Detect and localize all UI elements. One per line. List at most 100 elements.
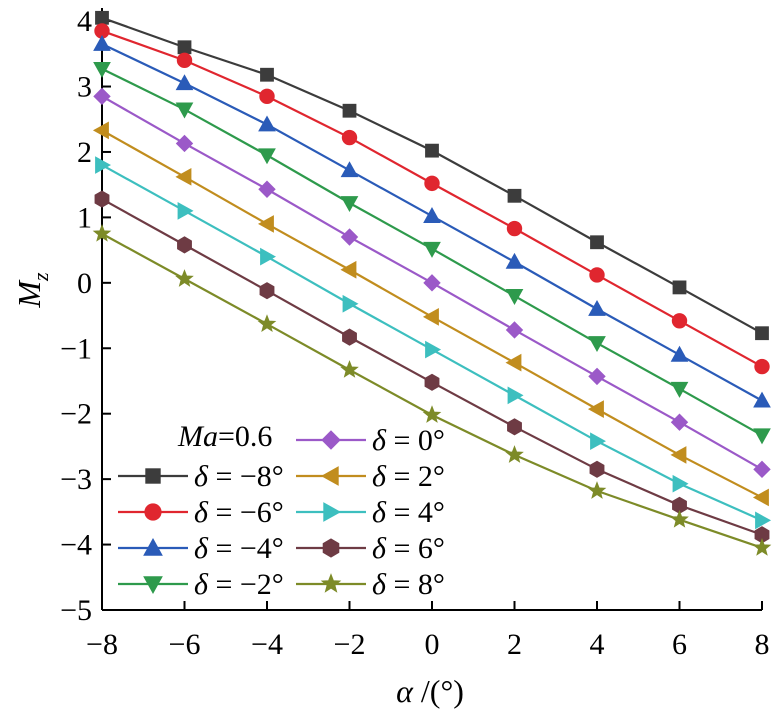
data-point <box>588 367 606 386</box>
data-point <box>589 460 605 478</box>
y-tick-label: 0 <box>77 267 92 300</box>
legend-title: Ma=0.6 <box>177 420 272 453</box>
x-tick-label: −2 <box>334 628 366 661</box>
data-point <box>672 280 687 295</box>
y-axis-subscript: z <box>28 272 53 282</box>
data-point <box>424 373 440 391</box>
y-tick-label: 1 <box>77 201 92 234</box>
data-point <box>670 509 689 528</box>
x-axis-title: α /(°) <box>396 673 464 709</box>
legend-label-variable: δ <box>372 496 387 529</box>
data-point <box>507 188 522 203</box>
data-point <box>175 74 194 91</box>
data-point <box>340 228 359 246</box>
x-tick-label: 4 <box>590 628 605 661</box>
legend-item: δ = −6° <box>118 496 284 529</box>
data-point <box>257 314 277 332</box>
legend-label-variable: δ <box>194 532 209 565</box>
legend-label-value: = 4° <box>386 496 445 529</box>
data-point <box>423 241 441 258</box>
data-point <box>341 129 358 146</box>
x-tick-label: 2 <box>507 628 522 661</box>
y-tick-label: −4 <box>60 529 92 562</box>
data-point <box>177 236 192 254</box>
y-tick-label: −3 <box>60 463 92 496</box>
data-point <box>753 428 771 445</box>
data-point <box>422 405 442 423</box>
y-tick-label: 3 <box>77 71 92 104</box>
series-7 <box>95 156 772 530</box>
data-point <box>260 247 277 266</box>
data-point <box>754 358 770 375</box>
legend-marker <box>320 466 339 486</box>
data-point <box>177 40 192 55</box>
series-2 <box>94 23 770 375</box>
legend-marker <box>323 502 342 522</box>
data-point <box>588 336 606 353</box>
data-point <box>752 488 769 507</box>
legend-label-value: = −2° <box>208 568 284 601</box>
legend-label-variable: δ <box>372 424 387 457</box>
data-point <box>587 400 604 418</box>
data-point <box>753 460 771 479</box>
data-point <box>340 260 357 279</box>
y-tick-label: 4 <box>77 5 92 38</box>
legend-label-variable: δ <box>194 496 209 529</box>
data-point <box>753 391 771 408</box>
data-point <box>92 223 112 242</box>
data-point <box>505 321 524 339</box>
legend-label: δ = −6° <box>194 496 284 529</box>
data-point <box>175 269 194 287</box>
legend-marker <box>143 537 163 556</box>
legend-label: δ = 6° <box>372 532 445 565</box>
data-point <box>342 103 357 118</box>
series-4 <box>93 61 771 445</box>
legend-label: δ = −4° <box>194 532 284 565</box>
legend-label-value: = 0° <box>386 424 445 457</box>
data-point <box>340 161 359 178</box>
data-point <box>92 121 109 140</box>
legend-label: δ = 2° <box>372 460 445 493</box>
data-point <box>258 115 276 132</box>
data-point <box>671 313 688 329</box>
data-point <box>755 511 772 530</box>
x-axis: −8 −6 −4 −2 0 2 4 6 8 <box>86 601 770 661</box>
y-tick-label: −2 <box>60 398 92 431</box>
data-point <box>260 67 274 82</box>
data-point <box>507 386 524 405</box>
legend-label-value: = −4° <box>208 532 284 565</box>
data-point <box>423 207 441 223</box>
legend: Ma=0.6δ = −8°δ = −6°δ = −4°δ = −2°δ = 0°… <box>118 420 445 601</box>
y-axis-variable: M <box>11 279 47 309</box>
data-point <box>752 538 772 556</box>
data-point <box>93 87 111 106</box>
data-point <box>505 252 524 269</box>
data-point <box>425 340 442 359</box>
x-tick-label: −4 <box>251 628 283 661</box>
y-axis-title: Mz <box>11 272 53 309</box>
legend-item: δ = 6° <box>296 532 445 565</box>
legend-marker <box>322 538 340 558</box>
data-point <box>95 10 109 25</box>
data-point <box>258 148 276 165</box>
data-point <box>176 52 193 69</box>
y-tick-label: −1 <box>60 332 92 365</box>
data-point <box>342 328 357 346</box>
legend-item: δ = 0° <box>296 424 445 457</box>
legend-label-variable: δ <box>194 460 209 493</box>
y-tick-label: −5 <box>60 594 92 627</box>
data-point <box>177 201 194 220</box>
legend-title-value: =0.6 <box>218 420 272 453</box>
legend-marker <box>144 503 162 521</box>
legend-marker <box>320 573 342 593</box>
data-point <box>424 175 440 192</box>
data-point <box>506 220 523 237</box>
legend-label: δ = 0° <box>372 424 445 457</box>
data-point <box>590 235 604 250</box>
data-point <box>259 282 275 300</box>
y-tick-label: 2 <box>77 136 92 169</box>
legend-marker <box>321 430 341 450</box>
legend-label-variable: δ <box>372 460 387 493</box>
data-point <box>94 190 110 208</box>
data-point <box>670 413 689 431</box>
